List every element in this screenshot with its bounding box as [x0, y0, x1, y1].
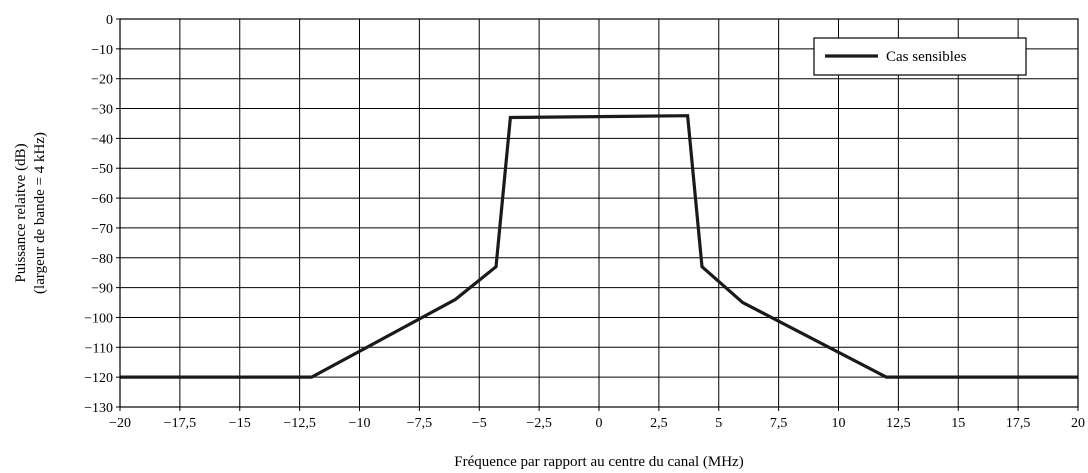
y-tick-label: 0: [106, 13, 113, 28]
series-line: [120, 114, 1078, 379]
x-tick-label: 20: [1071, 416, 1085, 431]
x-tick-label: 5: [715, 416, 722, 431]
axis-ticks: −20 −17,5 −15 −12,5 −10 −7,5 −5 −2,5 0 2,5 5 7,5 10 1…: [84, 13, 1085, 431]
x-tick-label: 7,5: [770, 416, 788, 431]
x-axis-title: Fréquence par rapport au centre du canal…: [454, 454, 743, 470]
series-layer: [120, 114, 1078, 379]
x-tick-label: 2,5: [650, 416, 668, 431]
y-axis-title-line-2: (largeur de bande = 4 kHz): [32, 132, 48, 294]
x-tick-label: −20: [109, 416, 131, 431]
x-tick-label: 15: [951, 416, 965, 431]
y-tick-label: −70: [91, 222, 113, 237]
y-tick-label: −10: [91, 43, 113, 58]
y-tick-label: −130: [84, 401, 113, 416]
x-tick-label: −7,5: [407, 416, 432, 431]
y-tick-label: −20: [91, 73, 113, 88]
x-tick-label: 0: [596, 416, 603, 431]
x-tick-label: 17,5: [1006, 416, 1031, 431]
y-tick-label: −120: [84, 371, 113, 386]
legend: Cas sensibles: [813, 37, 1027, 76]
y-axis-title-line-1: Puissance relaitve (dB): [13, 143, 29, 282]
x-tick-label: −5: [472, 416, 487, 431]
x-tick-label: −12,5: [283, 416, 315, 431]
x-tick-label: −10: [349, 416, 371, 431]
x-tick-label: −17,5: [164, 416, 196, 431]
x-tick-label: −15: [229, 416, 251, 431]
y-tick-label: −110: [85, 341, 113, 356]
y-tick-label: −80: [91, 252, 113, 267]
grid: [119, 18, 1079, 408]
y-tick-label: −50: [91, 162, 113, 177]
y-tick-label: −30: [91, 103, 113, 118]
x-tick-label: 12,5: [886, 416, 911, 431]
y-tick-label: −40: [91, 132, 113, 147]
legend-label: Cas sensibles: [886, 49, 967, 65]
y-tick-label: −60: [91, 192, 113, 207]
plot-frame: [119, 18, 1079, 408]
y-tick-label: −100: [84, 311, 113, 326]
y-tick-label: −90: [91, 282, 113, 297]
x-tick-label: 10: [832, 416, 846, 431]
x-tick-label: −2,5: [526, 416, 551, 431]
